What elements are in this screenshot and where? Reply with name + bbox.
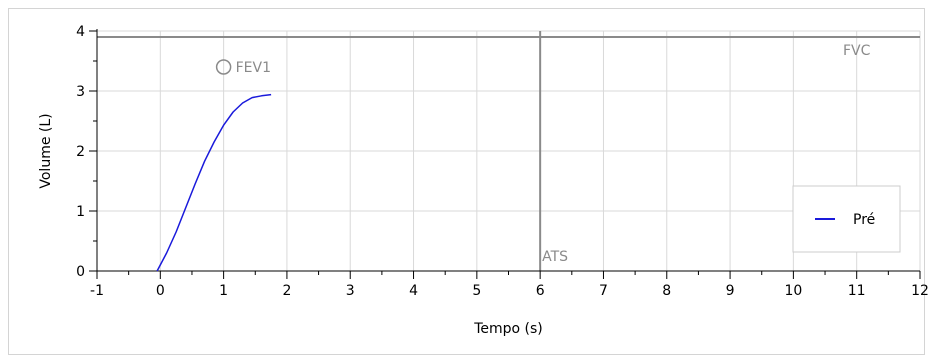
- x-tick-label: 11: [848, 283, 866, 299]
- legend-label-pre: Pré: [853, 212, 875, 228]
- x-tick-label: 4: [409, 283, 418, 299]
- ats-label: ATS: [542, 249, 568, 265]
- y-tick-label: 0: [76, 264, 85, 280]
- x-tick-label: -1: [90, 283, 104, 299]
- x-axis-title: Tempo (s): [473, 321, 543, 337]
- x-tick-label: 9: [726, 283, 735, 299]
- y-tick-label: 2: [76, 144, 85, 160]
- x-tick-label: 10: [784, 283, 802, 299]
- x-tick-label: 12: [911, 283, 929, 299]
- x-tick-label: 7: [599, 283, 608, 299]
- y-tick-label: 4: [76, 24, 85, 40]
- x-tick-label: 8: [662, 283, 671, 299]
- legend: Pré: [792, 185, 901, 253]
- fev1-marker: [215, 59, 232, 75]
- x-tick-label: 3: [346, 283, 355, 299]
- annotations: FEV1 FVC ATS: [215, 43, 871, 265]
- x-tick-label: 5: [472, 283, 481, 299]
- y-tick-label: 1: [76, 204, 85, 220]
- x-tick-label: 0: [156, 283, 165, 299]
- x-tick-label: 2: [282, 283, 291, 299]
- fvc-label: FVC: [843, 43, 871, 59]
- legend-box: [792, 185, 901, 253]
- chart-frame: [8, 8, 925, 355]
- y-tick-label: 3: [76, 84, 85, 100]
- x-tick-label: 1: [219, 283, 228, 299]
- x-tick-label: 6: [536, 283, 545, 299]
- series-layer: [156, 93, 272, 272]
- series-line-pre: [156, 93, 272, 272]
- fev1-label: FEV1: [236, 60, 271, 76]
- y-axis-title: Volume (L): [38, 113, 54, 188]
- reference-lines: [97, 31, 920, 271]
